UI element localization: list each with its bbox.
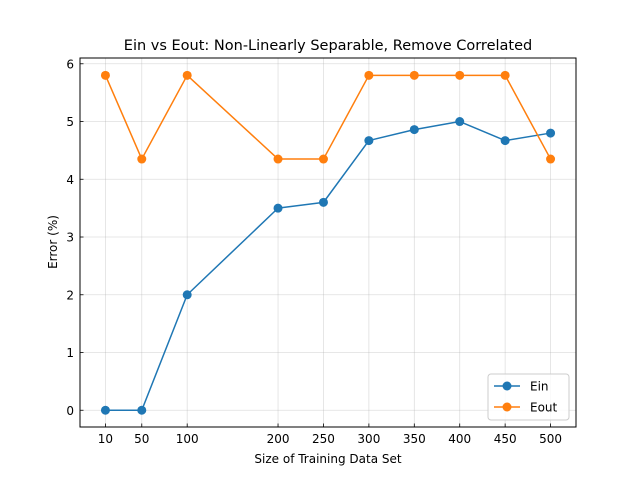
- data-point-ein: [409, 125, 419, 135]
- data-point-eout: [409, 70, 419, 80]
- y-tick-label: 4: [66, 173, 74, 187]
- data-point-eout: [500, 70, 510, 80]
- data-point-eout: [455, 70, 465, 80]
- legend-ein-marker: [502, 381, 512, 391]
- legend-eout-marker: [502, 402, 512, 412]
- series-line-ein: [105, 120, 551, 411]
- data-point-eout: [318, 154, 328, 164]
- data-point-ein: [182, 290, 192, 300]
- x-tick-label: 200: [267, 432, 290, 446]
- y-tick-label: 1: [66, 346, 74, 360]
- y-axis: 0 1 2 3 4 5 6: [66, 57, 84, 418]
- x-tick-label: 450: [494, 432, 517, 446]
- data-point-ein: [100, 405, 110, 415]
- data-point-ein: [546, 128, 556, 138]
- x-tick-label: 500: [539, 432, 562, 446]
- x-tick-label: 100: [176, 432, 199, 446]
- legend: Ein Eout: [487, 373, 570, 421]
- data-point-ein: [318, 197, 328, 207]
- x-axis: 10 50 100 200 250 300 350 400 450 500: [98, 423, 562, 446]
- series-line-eout: [104, 74, 552, 160]
- data-point-ein: [273, 203, 283, 213]
- data-point-eout: [273, 154, 283, 164]
- y-tick-label: 2: [66, 288, 74, 302]
- x-tick-label: 400: [448, 432, 471, 446]
- y-tick-label: 0: [66, 404, 74, 418]
- x-tick-label: 300: [357, 432, 380, 446]
- legend-ein-label: Ein: [530, 380, 549, 394]
- data-point-eout: [137, 154, 147, 164]
- y-tick-label: 5: [66, 115, 74, 129]
- data-point-ein: [137, 405, 147, 415]
- x-tick-label: 10: [98, 432, 113, 446]
- x-tick-label: 350: [403, 432, 426, 446]
- x-axis-label: Size of Training Data Set: [254, 452, 401, 466]
- plot-frame: [79, 57, 577, 428]
- data-point-eout: [546, 154, 556, 164]
- data-point-eout: [182, 70, 192, 80]
- data-point-ein: [500, 136, 510, 146]
- data-point-ein: [364, 136, 374, 146]
- y-axis-label: Error (%): [46, 215, 60, 269]
- x-tick-label: 50: [134, 432, 149, 446]
- data-point-eout: [100, 70, 110, 80]
- data-point-ein: [455, 117, 465, 127]
- legend-eout-label: Eout: [530, 401, 558, 415]
- series-layer: [100, 70, 556, 415]
- grid: [80, 58, 576, 427]
- x-tick-label: 250: [312, 432, 335, 446]
- y-tick-label: 6: [66, 57, 74, 71]
- chart-title: Ein vs Eout: Non-Linearly Separable, Rem…: [124, 38, 532, 54]
- data-point-eout: [364, 70, 374, 80]
- y-tick-label: 3: [66, 231, 74, 245]
